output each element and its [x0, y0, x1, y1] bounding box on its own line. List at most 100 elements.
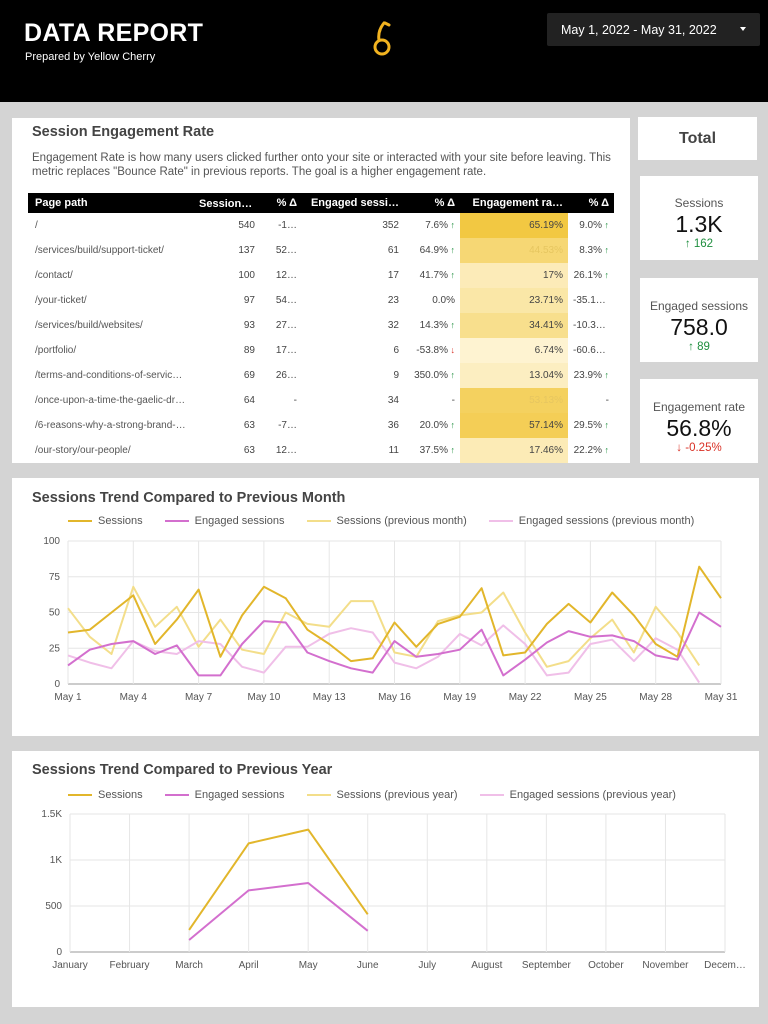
- sessions-cell: 89: [243, 345, 255, 356]
- pages-table: Page path Sessions ▾ % Δ Engaged sessi… …: [28, 193, 614, 463]
- x-tick-label: March: [175, 960, 203, 971]
- page-path-cell: /our-story/our-people/: [35, 445, 131, 456]
- rate-delta-cell: -35.1% ↓: [573, 295, 612, 306]
- column-header-sessions-delta[interactable]: % Δ: [276, 197, 297, 209]
- x-tick-label: February: [110, 960, 150, 971]
- kpi-label: Sessions: [674, 196, 724, 210]
- sessions-delta-cell: 12…: [275, 270, 297, 281]
- kpi-value: 56.8%: [666, 415, 732, 441]
- rate-delta-cell: 23.9% ↑: [573, 370, 609, 381]
- table-row[interactable]: /services/build/support-ticket/137 52… 61 6…: [28, 238, 614, 263]
- year-chart-legend: Sessions Engaged sessions Sessions (prev…: [68, 789, 676, 801]
- legend-swatch-engaged-prev: [488, 520, 513, 522]
- page-path-cell: /6-reasons-why-a-strong-brand-…: [35, 420, 186, 431]
- kpi-engaged-sessions: Engaged sessions 758.0 ↑ 89: [640, 278, 758, 362]
- kpi-label: Engagement rate: [652, 400, 746, 414]
- series-line-sessions-previous-month[interactable]: [67, 585, 701, 668]
- engaged-sessions-cell: 9: [393, 370, 399, 381]
- legend-label[interactable]: Sessions: [98, 515, 143, 527]
- series-line-sessions[interactable]: [188, 828, 369, 931]
- column-header-engaged-sessions[interactable]: Engaged sessi…: [310, 197, 399, 209]
- series-line-sessions[interactable]: [67, 565, 722, 663]
- legend-label[interactable]: Sessions (previous year): [336, 789, 458, 801]
- x-tick-label: May 10: [248, 692, 281, 703]
- total-header: Total: [638, 117, 757, 160]
- table-row[interactable]: /our-story/our-people/63 12… 11 37.5% ↑ 17.4…: [28, 438, 614, 463]
- sessions-delta-cell: 26…: [275, 370, 297, 381]
- series-line-engaged-sessions[interactable]: [67, 611, 722, 677]
- page-path-cell: /your-ticket/: [35, 295, 87, 306]
- column-header-page-path[interactable]: Page path: [35, 197, 88, 209]
- kpi-label: Engaged sessions: [649, 299, 749, 313]
- engagement-description: Engagement Rate is how many users clicke…: [32, 152, 611, 178]
- year-chart-title: Sessions Trend Compared to Previous Year: [32, 762, 333, 778]
- arrow-up-icon: ↑: [447, 245, 455, 255]
- legend-label[interactable]: Engaged sessions: [194, 515, 285, 527]
- engagement-rate-cell: 17.46%: [460, 438, 568, 463]
- legend-label[interactable]: Sessions (previous month): [336, 515, 467, 527]
- sessions-cell: 93: [243, 320, 255, 331]
- engaged-sessions-cell: 36: [387, 420, 399, 431]
- table-row[interactable]: /once-upon-a-time-the-gaelic-dr… 64-34-53…: [28, 388, 614, 413]
- series-line-engaged-sessions[interactable]: [188, 882, 369, 941]
- x-tick-label: October: [588, 960, 624, 971]
- arrow-up-icon: ↑: [447, 370, 455, 380]
- legend-swatch-engaged-prev: [479, 794, 504, 796]
- engaged-delta-cell: -53.8% ↓: [416, 345, 455, 356]
- engaged-delta-cell: 64.9% ↑: [419, 245, 455, 256]
- page-path-cell: /contact/: [35, 270, 73, 281]
- arrow-up-icon: ↑: [601, 370, 609, 380]
- sessions-cell: 64: [243, 395, 255, 406]
- column-header-rate-delta[interactable]: % Δ: [588, 197, 609, 209]
- series-line-engaged-sessions-previous-month[interactable]: [67, 624, 701, 684]
- arrow-up-icon: ↑: [447, 320, 455, 330]
- sessions-delta-cell: 52…: [275, 245, 297, 256]
- page-path-cell: /: [35, 220, 38, 231]
- engagement-rate-cell: 13.04%: [460, 363, 568, 388]
- engagement-rate-cell: 57.14%: [460, 413, 568, 438]
- cherry-logo: [373, 21, 391, 56]
- month-chart-title: Sessions Trend Compared to Previous Mont…: [32, 490, 346, 506]
- legend-label[interactable]: Sessions: [98, 789, 143, 801]
- table-row[interactable]: /your-ticket/97 54… 23 0.0% 23.71% -35.1% ↓: [28, 288, 614, 313]
- month-line-chart: 0 25 50 75 100 May 1 May 4 May 7 May 10 May 13 May…: [43, 536, 738, 703]
- legend-label[interactable]: Engaged sessions (previous month): [518, 515, 695, 527]
- kpi-engagement-rate: Engagement rate 56.8% ↓ -0.25%: [640, 379, 758, 463]
- y-tick-label: 1.5K: [41, 809, 62, 820]
- column-header-engaged-delta[interactable]: % Δ: [434, 197, 455, 209]
- sessions-cell: 540: [238, 220, 255, 231]
- x-tick-label: Decem…: [704, 960, 746, 971]
- engaged-sessions-cell: 23: [387, 295, 399, 306]
- report-header: DATA REPORT Prepared by Yellow Cherry Ma…: [0, 0, 768, 102]
- x-tick-label: August: [471, 960, 502, 971]
- sessions-delta-cell: -7…: [278, 420, 297, 431]
- column-header-engagement-rate[interactable]: Engagement ra…: [460, 193, 568, 213]
- table-row[interactable]: /contact/100 12… 17 41.7% ↑ 17% 26.1% ↑: [28, 263, 614, 288]
- y-tick-label: 25: [49, 643, 61, 654]
- engaged-delta-cell: 14.3% ↑: [419, 320, 455, 331]
- engaged-sessions-cell: 352: [382, 220, 399, 231]
- x-tick-label: May 25: [574, 692, 607, 703]
- y-tick-label: 1K: [50, 855, 63, 866]
- table-row[interactable]: /portfolio/89 17… 6 -53.8% ↓ 6.74% -60.6% ↓: [28, 338, 614, 363]
- date-range-picker[interactable]: May 1, 2022 - May 31, 2022: [547, 13, 760, 46]
- arrow-down-icon: ↓: [447, 345, 455, 355]
- table-row[interactable]: /services/build/websites/93 27… 32 14.3% ↑ 3…: [28, 313, 614, 338]
- report-subtitle: Prepared by Yellow Cherry: [25, 51, 156, 63]
- legend-label[interactable]: Engaged sessions: [194, 789, 285, 801]
- kpi-delta: ↑ 162: [684, 238, 714, 250]
- legend-label[interactable]: Engaged sessions (previous year): [509, 789, 676, 801]
- engagement-rate-cell: 17%: [460, 263, 568, 288]
- month-trend-card: Sessions Trend Compared to Previous Mont…: [12, 478, 759, 736]
- table-row[interactable]: / 540 -1… 352 7.6% ↑ 65.19% 9.0% ↑: [28, 213, 614, 238]
- column-header-sessions[interactable]: Sessions ▾: [199, 197, 256, 210]
- engaged-delta-cell: 20.0% ↑: [419, 420, 455, 431]
- chevron-down-icon[interactable]: [740, 27, 746, 31]
- table-row[interactable]: /6-reasons-why-a-strong-brand-… 63 -7… 36 20…: [28, 413, 614, 438]
- sessions-delta-cell: -1…: [278, 220, 297, 231]
- date-range-label: May 1, 2022 - May 31, 2022: [561, 22, 717, 37]
- arrow-up-icon: ↑: [601, 420, 609, 430]
- y-tick-label: 0: [56, 947, 62, 958]
- table-row[interactable]: /terms-and-conditions-of-servic… 69 26… 9 35…: [28, 363, 614, 388]
- sessions-delta-cell: -: [293, 395, 297, 406]
